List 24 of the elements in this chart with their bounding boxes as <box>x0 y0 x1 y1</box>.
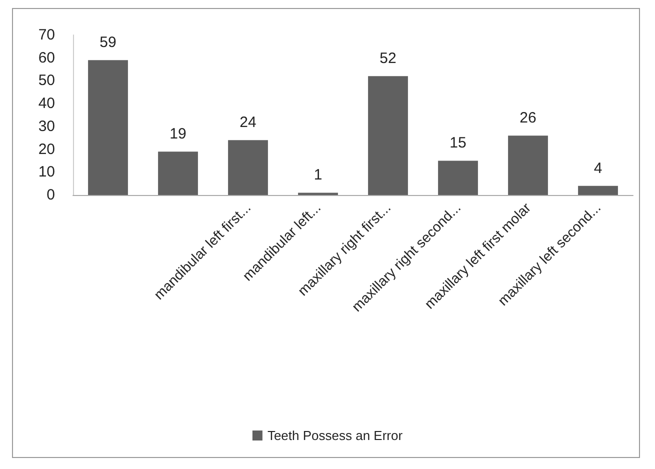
y-tick-label: 40 <box>38 95 55 112</box>
data-label: 19 <box>170 126 186 143</box>
legend-label: Teeth Possess an Error <box>267 428 404 443</box>
bar <box>88 60 128 195</box>
y-tick-label: 50 <box>38 72 55 90</box>
y-tick-label: 0 <box>46 186 55 204</box>
bar <box>368 76 408 195</box>
data-label: 26 <box>520 110 536 127</box>
bar <box>508 136 548 195</box>
data-label: 4 <box>594 160 602 177</box>
data-label: 15 <box>450 134 466 152</box>
y-tick-label: 60 <box>38 49 55 66</box>
bar <box>438 160 478 195</box>
y-tick-label: 10 <box>38 164 55 181</box>
bar <box>158 152 198 195</box>
data-label: 24 <box>240 114 256 132</box>
y-tick-label: 70 <box>38 26 55 44</box>
y-tick-label: 20 <box>38 140 55 158</box>
bar <box>228 140 268 195</box>
data-label: 59 <box>100 34 116 52</box>
data-label: 1 <box>314 166 322 184</box>
bar <box>578 186 618 195</box>
data-label: 52 <box>380 50 396 68</box>
y-tick-label: 30 <box>38 118 55 135</box>
